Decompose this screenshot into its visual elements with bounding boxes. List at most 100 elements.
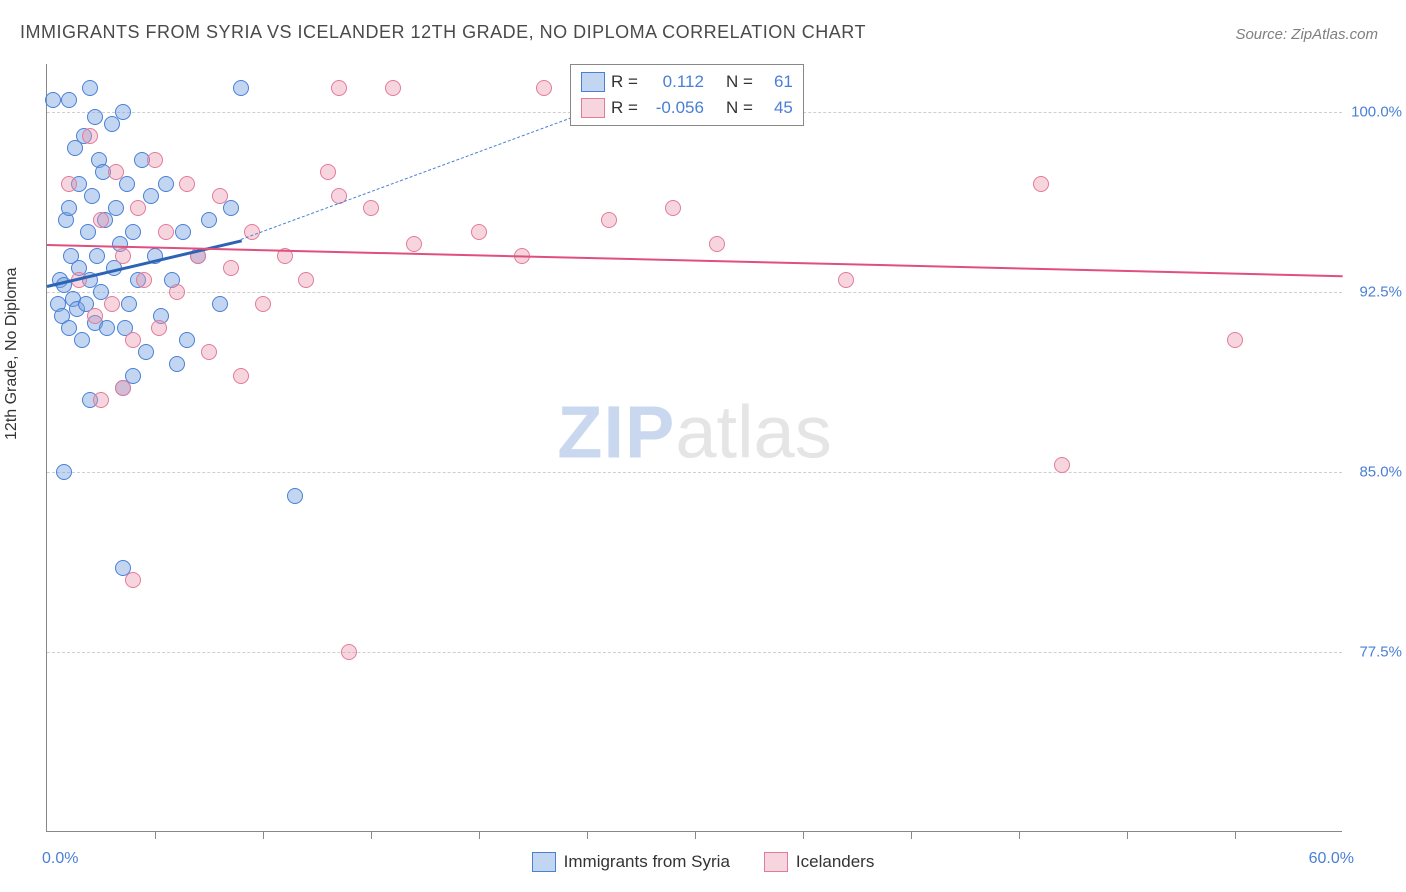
bottom-legend: Immigrants from Syria Icelanders	[0, 852, 1406, 872]
scatter-point	[201, 212, 217, 228]
scatter-point	[169, 356, 185, 372]
x-tick	[1235, 831, 1236, 839]
scatter-point	[201, 344, 217, 360]
scatter-point	[125, 332, 141, 348]
scatter-point	[158, 176, 174, 192]
scatter-point	[61, 200, 77, 216]
scatter-point	[108, 164, 124, 180]
scatter-point	[255, 296, 271, 312]
x-tick	[1019, 831, 1020, 839]
scatter-point	[233, 368, 249, 384]
legend-swatch	[532, 852, 556, 872]
scatter-point	[601, 212, 617, 228]
scatter-point	[223, 200, 239, 216]
scatter-point	[74, 332, 90, 348]
scatter-point	[138, 344, 154, 360]
scatter-point	[320, 164, 336, 180]
scatter-point	[61, 320, 77, 336]
scatter-point	[406, 236, 422, 252]
scatter-point	[61, 176, 77, 192]
legend-label: Immigrants from Syria	[564, 852, 730, 872]
scatter-point	[108, 200, 124, 216]
scatter-point	[115, 104, 131, 120]
scatter-point	[82, 128, 98, 144]
scatter-point	[125, 224, 141, 240]
scatter-point	[341, 644, 357, 660]
chart-title: IMMIGRANTS FROM SYRIA VS ICELANDER 12TH …	[20, 22, 866, 43]
x-tick	[587, 831, 588, 839]
scatter-point	[665, 200, 681, 216]
scatter-point	[87, 308, 103, 324]
x-tick	[911, 831, 912, 839]
scatter-point	[61, 92, 77, 108]
x-tick	[803, 831, 804, 839]
scatter-point	[298, 272, 314, 288]
y-tick-label: 100.0%	[1346, 104, 1402, 121]
scatter-point	[93, 392, 109, 408]
legend-item: Immigrants from Syria	[532, 852, 730, 872]
legend-label: Icelanders	[796, 852, 874, 872]
x-tick	[263, 831, 264, 839]
scatter-point	[179, 332, 195, 348]
legend-swatch	[764, 852, 788, 872]
gridline-h	[47, 652, 1342, 653]
scatter-point	[104, 296, 120, 312]
scatter-point	[119, 176, 135, 192]
scatter-point	[1033, 176, 1049, 192]
scatter-point	[93, 212, 109, 228]
scatter-point	[223, 260, 239, 276]
n-value: 61	[759, 72, 793, 92]
scatter-point	[175, 224, 191, 240]
scatter-point	[471, 224, 487, 240]
scatter-point	[45, 92, 61, 108]
scatter-point	[536, 80, 552, 96]
scatter-point	[115, 248, 131, 264]
stats-legend: R =0.112N =61R =-0.056N =45	[570, 64, 804, 126]
scatter-point	[136, 272, 152, 288]
n-label: N =	[726, 98, 753, 118]
scatter-point	[233, 80, 249, 96]
scatter-point	[82, 80, 98, 96]
r-label: R =	[611, 72, 638, 92]
y-tick-label: 77.5%	[1346, 644, 1402, 661]
chart-plot-area: ZIPatlas 77.5%85.0%92.5%100.0%	[46, 64, 1342, 832]
scatter-point	[80, 224, 96, 240]
x-tick	[479, 831, 480, 839]
scatter-point	[84, 188, 100, 204]
source-label: Source: ZipAtlas.com	[1235, 26, 1378, 43]
n-label: N =	[726, 72, 753, 92]
scatter-point	[1227, 332, 1243, 348]
x-tick	[695, 831, 696, 839]
scatter-point	[143, 188, 159, 204]
scatter-point	[87, 109, 103, 125]
y-tick-label: 92.5%	[1346, 284, 1402, 301]
scatter-point	[709, 236, 725, 252]
scatter-point	[99, 320, 115, 336]
legend-swatch	[581, 98, 605, 118]
watermark: ZIPatlas	[557, 390, 831, 475]
scatter-point	[125, 572, 141, 588]
scatter-point	[363, 200, 379, 216]
stats-legend-row: R =-0.056N =45	[581, 95, 793, 121]
scatter-point	[385, 80, 401, 96]
scatter-point	[89, 248, 105, 264]
scatter-point	[1054, 457, 1070, 473]
scatter-point	[115, 380, 131, 396]
trend-line	[47, 244, 1343, 277]
scatter-point	[147, 152, 163, 168]
stats-legend-row: R = 0.112 N = 61	[581, 69, 793, 95]
r-value: -0.056	[644, 98, 704, 118]
scatter-point	[151, 320, 167, 336]
gridline-h	[47, 292, 1342, 293]
y-axis-label: 12th Grade, No Diploma	[3, 267, 21, 440]
scatter-point	[287, 488, 303, 504]
scatter-point	[121, 296, 137, 312]
scatter-point	[130, 200, 146, 216]
legend-swatch	[581, 72, 605, 92]
r-value: 0.112	[644, 72, 704, 92]
scatter-point	[212, 188, 228, 204]
x-tick	[371, 831, 372, 839]
x-tick	[1127, 831, 1128, 839]
scatter-point	[179, 176, 195, 192]
scatter-point	[56, 464, 72, 480]
